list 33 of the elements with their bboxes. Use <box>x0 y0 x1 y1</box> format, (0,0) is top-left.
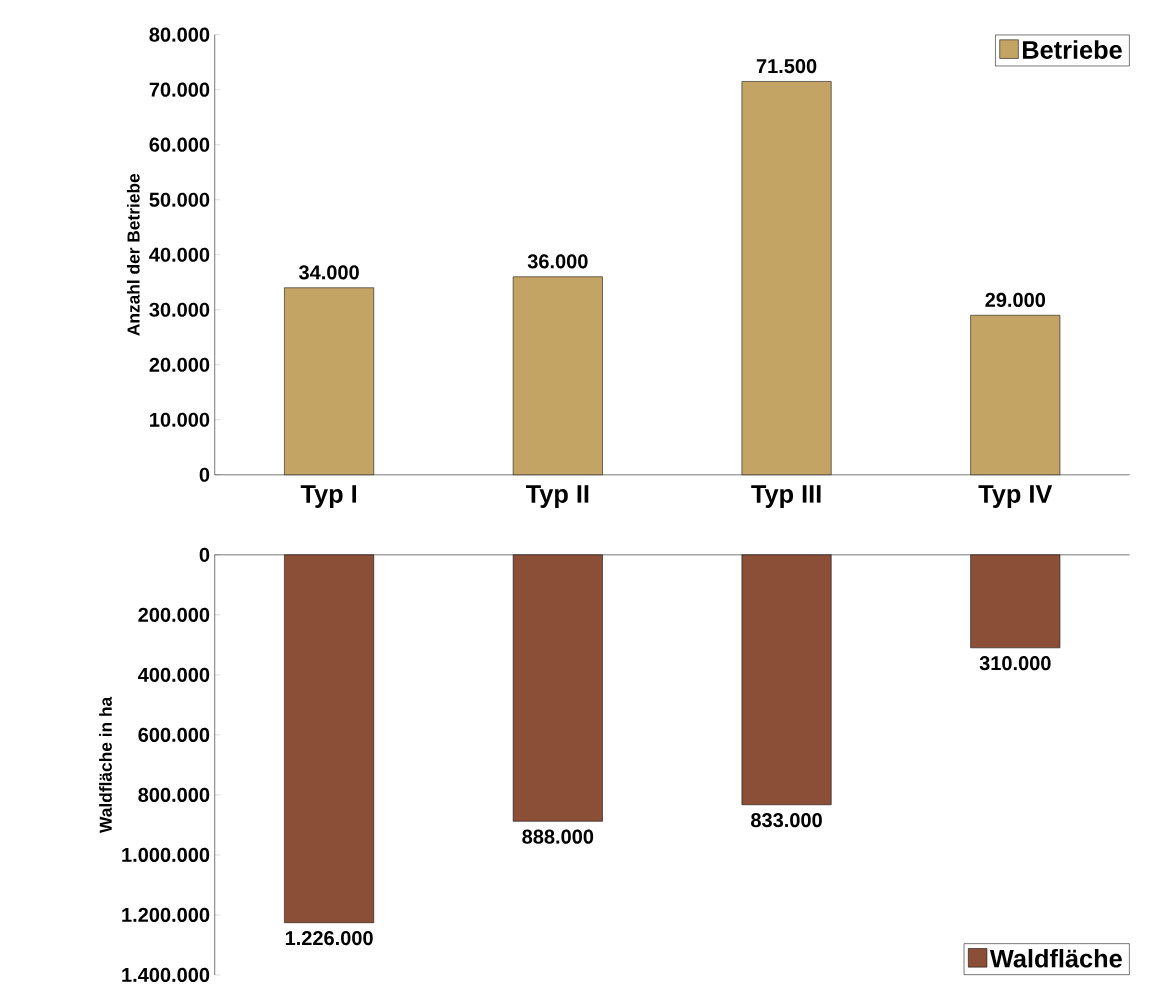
data-label: 29.000 <box>985 292 1046 308</box>
y-tick-label: 1.200.000 <box>122 907 210 923</box>
data-label: 1.226.000 <box>285 931 373 946</box>
y-tick-label: 600.000 <box>138 727 210 742</box>
x-tick-label: Typ III <box>751 485 821 508</box>
data-label: 310.000 <box>979 656 1051 671</box>
y-tick-label: 30.000 <box>149 302 210 317</box>
y-tick-label: 800.000 <box>138 787 210 802</box>
data-label: 34.000 <box>298 265 359 280</box>
y-tick-label: 60.000 <box>149 137 210 152</box>
data-label: 71.500 <box>756 59 817 74</box>
data-label: 833.000 <box>751 813 822 828</box>
y-tick-label: 20.000 <box>149 357 210 372</box>
y-tick-label: 80.000 <box>149 27 210 42</box>
y-tick-label: 40.000 <box>149 247 210 262</box>
y-tick-label: 0 <box>199 467 210 482</box>
x-tick-label: Typ I <box>300 485 356 508</box>
legend-label: Waldfläche <box>989 949 1122 968</box>
x-tick-label: Typ IV <box>978 485 1053 508</box>
y-tick-label: 400.000 <box>138 667 210 682</box>
y-tick-label: 1.000.000 <box>122 847 210 863</box>
y-axis-title: Waldfläche in ha <box>99 696 112 833</box>
y-axis-title: Anzahl der Betriebe <box>126 173 140 336</box>
y-tick-label: 10.000 <box>150 412 210 427</box>
data-label: 36.000 <box>527 254 588 269</box>
y-tick-label: 0 <box>199 547 210 562</box>
y-tick-label: 50.000 <box>149 192 210 207</box>
y-tick-label: 1.400.000 <box>122 967 210 983</box>
y-tick-label: 70.000 <box>149 82 210 97</box>
data-label: 888.000 <box>522 829 594 844</box>
x-tick-label: Typ II <box>525 485 589 508</box>
y-tick-label: 200.000 <box>138 607 210 622</box>
legend-label: Betriebe <box>1023 40 1122 59</box>
